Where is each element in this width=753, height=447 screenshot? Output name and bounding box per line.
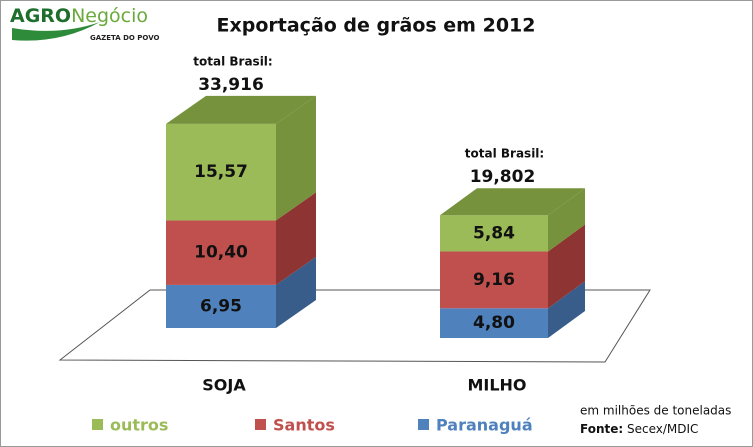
value-label: 4,80 — [473, 313, 515, 333]
value-label: 9,16 — [473, 270, 515, 290]
total-label: 19,802 — [470, 167, 536, 187]
bar-side — [548, 224, 585, 309]
source: Fonte: Secex/MDIC — [580, 422, 698, 436]
legend-swatch — [255, 419, 266, 430]
value-label: 6,95 — [200, 296, 242, 316]
total-caption: total Brasil: — [193, 54, 272, 68]
bar — [440, 251, 548, 309]
x-tick-label: SOJA — [202, 376, 246, 395]
legend-label: outros — [110, 416, 168, 435]
value-label: 10,40 — [194, 243, 248, 263]
value-label: 15,57 — [194, 162, 248, 182]
bar-side — [548, 188, 585, 252]
bar — [440, 215, 548, 252]
logo-brand: AGRONegócio — [10, 5, 148, 27]
logo-swoosh — [12, 22, 100, 41]
total-label: 33,916 — [198, 75, 264, 95]
bar-top — [440, 188, 585, 216]
bar-side — [276, 95, 316, 221]
x-tick-label: MILHO — [467, 376, 526, 395]
total-caption: total Brasil: — [465, 147, 544, 161]
value-label: 5,84 — [473, 223, 515, 243]
bar-side — [548, 281, 585, 338]
bar — [166, 220, 276, 285]
legend-swatch — [92, 419, 103, 430]
logo-sub: GAZETA DO POVO — [90, 34, 159, 42]
unit-note: em milhões de toneladas — [580, 404, 731, 418]
chart-title: Exportação de grãos em 2012 — [217, 15, 536, 37]
legend-swatch — [418, 419, 429, 430]
bar — [166, 284, 276, 328]
bar-top — [166, 95, 316, 124]
bar-side — [276, 192, 316, 285]
bar-side — [276, 256, 316, 328]
bar — [166, 123, 276, 221]
legend-label: Paranaguá — [436, 416, 533, 435]
legend-label: Santos — [273, 416, 335, 435]
bar — [440, 308, 548, 338]
